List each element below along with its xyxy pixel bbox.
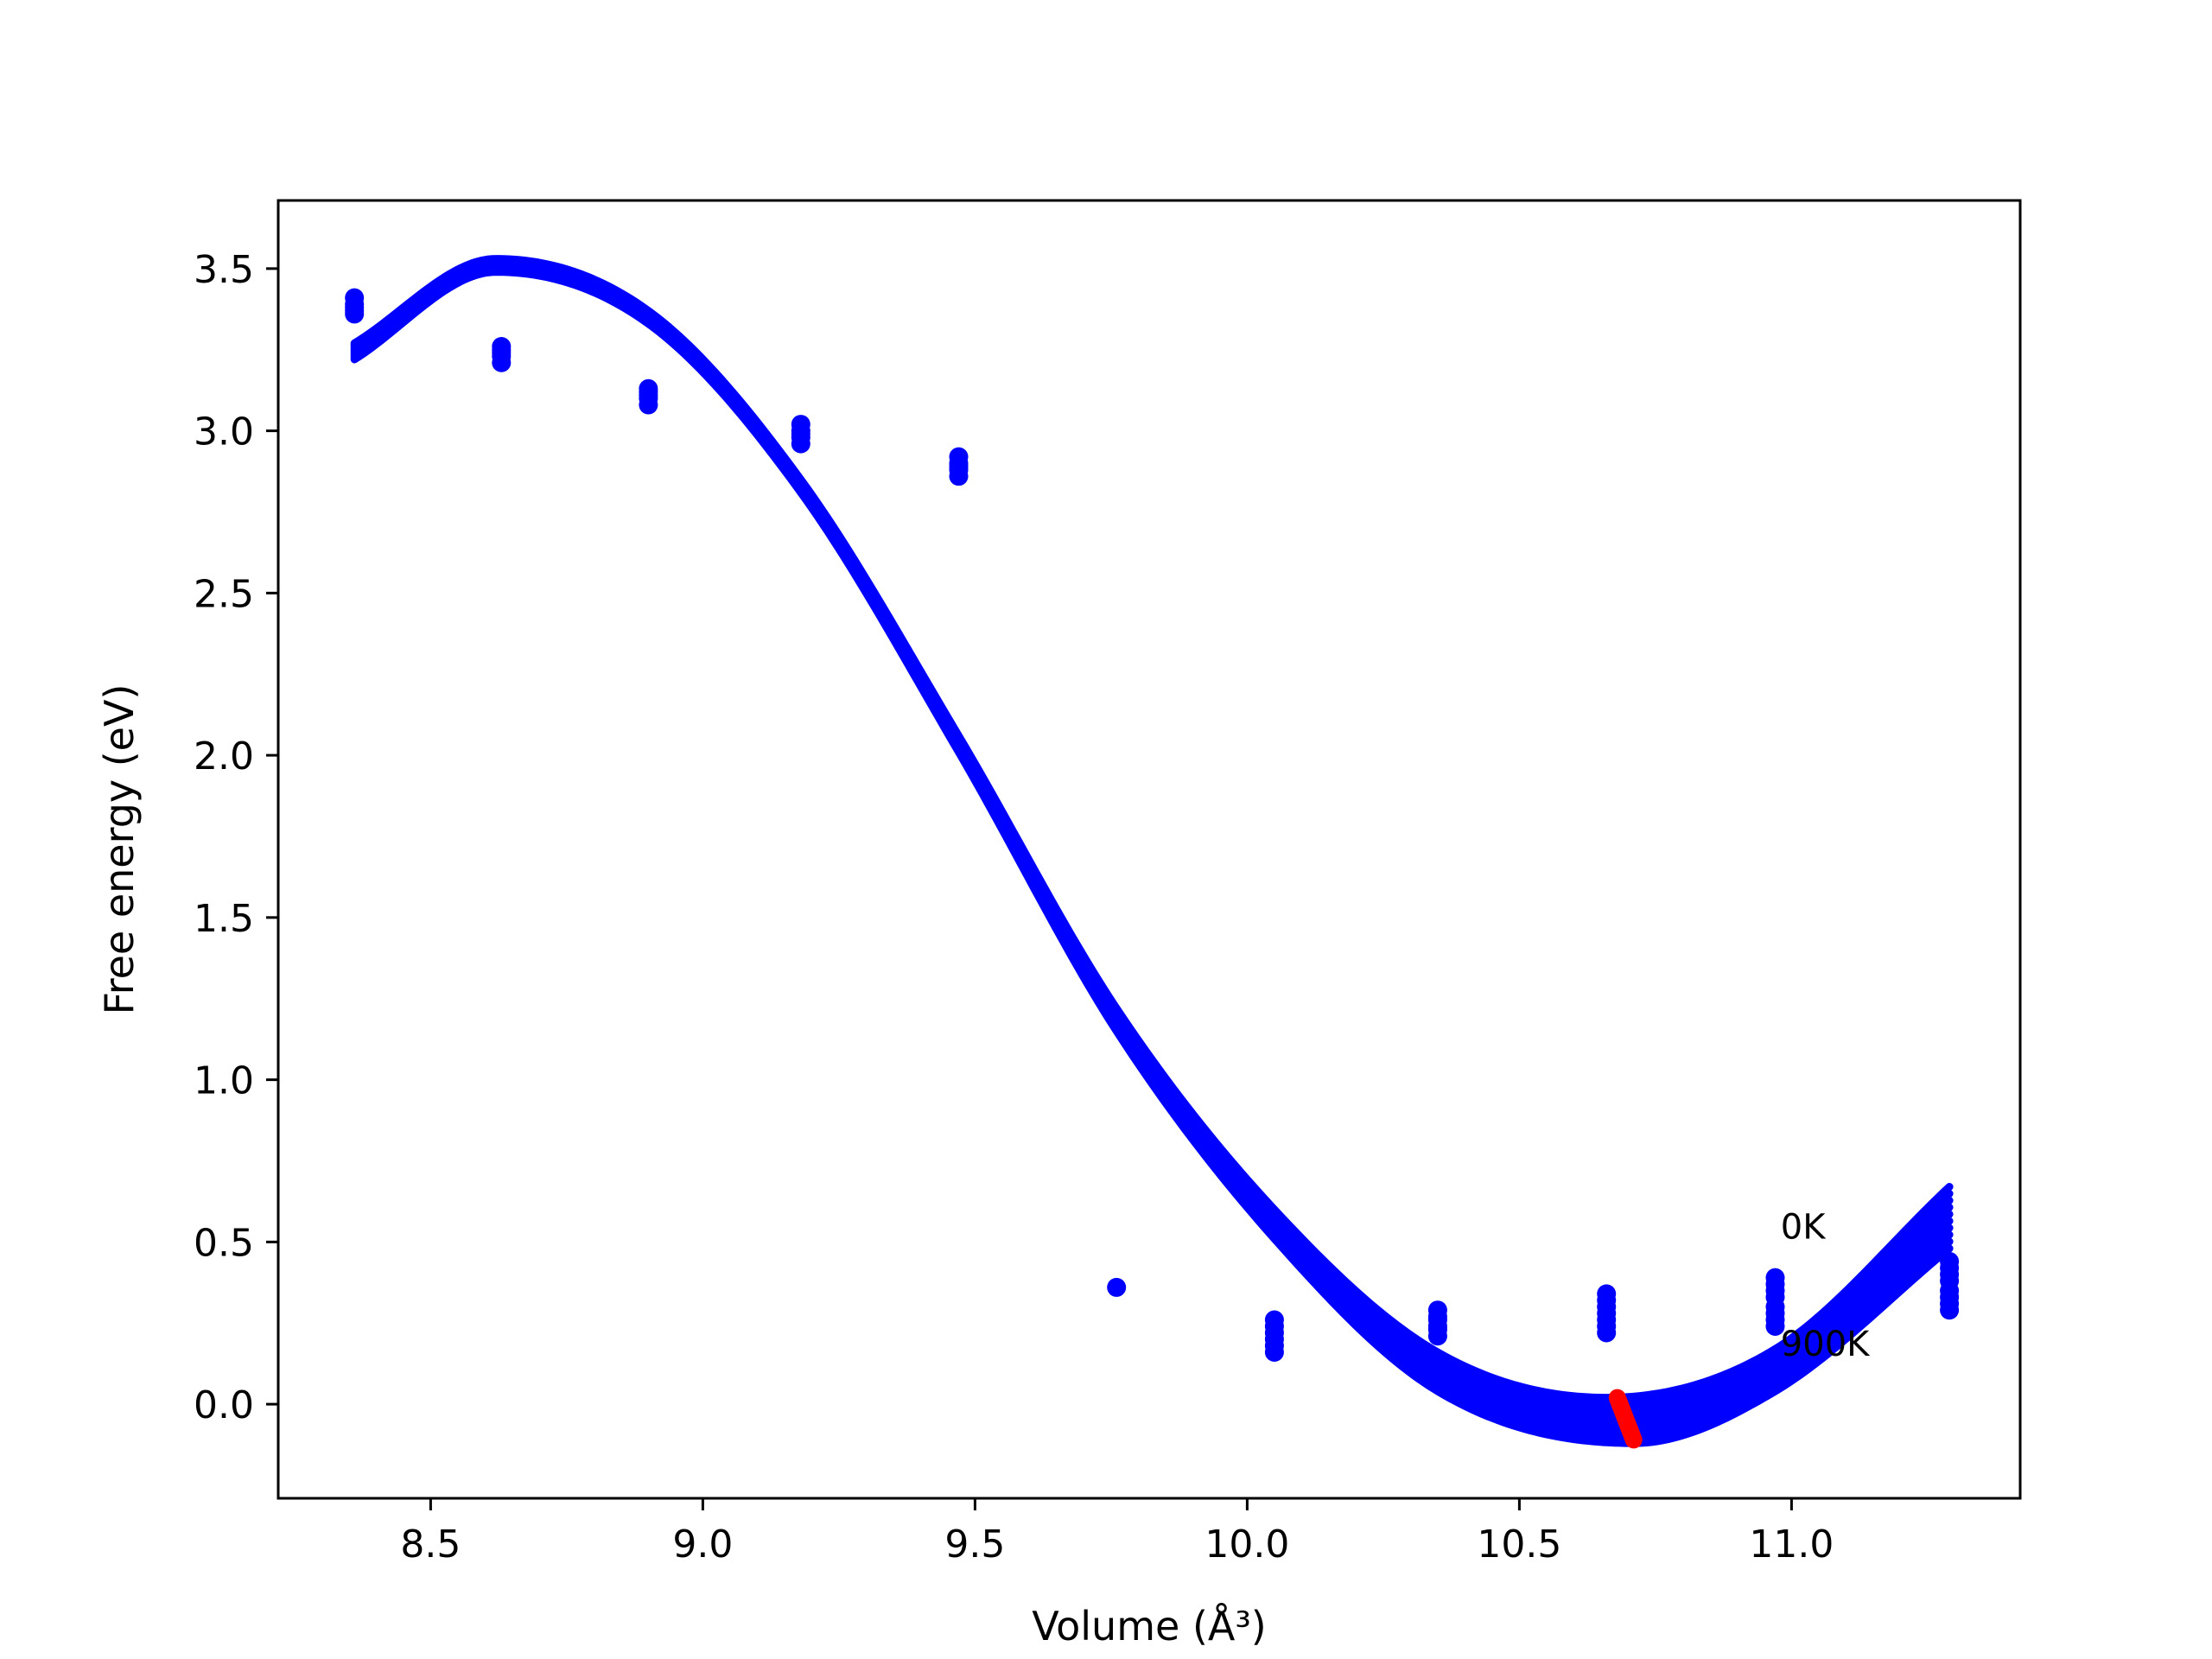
fit-curve-line	[350, 260, 1954, 1422]
y-tick-label: 3.5	[194, 248, 254, 292]
x-tick-label: 9.5	[944, 1522, 1005, 1567]
axis-ticks: 8.5 9.0 9.5 10.0 10.5 11.0 0.0 0.5 1.0 1.5 2.0 2.5 3…	[194, 248, 1834, 1567]
y-tick-label: 3.0	[194, 410, 254, 454]
curve-annotation-label: 0K	[1781, 1208, 1827, 1248]
y-tick-label: 1.5	[194, 897, 254, 941]
fit-curve-line	[350, 264, 1954, 1437]
x-axis-label: Volume (Å³)	[1032, 1603, 1267, 1649]
fit-curve-line	[350, 256, 1954, 1407]
fit-curve-line	[350, 259, 1954, 1417]
data-point	[492, 353, 512, 372]
y-tick-label: 0.5	[194, 1221, 254, 1265]
data-point	[639, 395, 658, 415]
data-point	[1597, 1323, 1617, 1343]
x-tick-label: 10.0	[1205, 1522, 1289, 1567]
y-tick-label: 2.0	[194, 734, 254, 779]
data-point	[1765, 1316, 1785, 1336]
x-tick-label: 9.0	[672, 1522, 733, 1567]
fit-curve-line	[350, 262, 1954, 1427]
plot-area: 0K 900K	[345, 255, 1960, 1449]
data-point	[1264, 1343, 1284, 1363]
data-point	[791, 434, 810, 454]
fit-curve-line	[350, 264, 1954, 1432]
fit-curve-line	[350, 255, 1954, 1402]
data-point	[1940, 1300, 1960, 1320]
fit-curve-line	[350, 257, 1954, 1412]
data-point	[949, 467, 969, 486]
curve-annotation-label: 900K	[1781, 1325, 1871, 1364]
data-point	[345, 304, 365, 324]
x-tick-label: 8.5	[400, 1522, 461, 1567]
y-tick-label: 0.0	[194, 1383, 254, 1427]
x-tick-label: 10.5	[1477, 1522, 1561, 1567]
data-point	[1107, 1277, 1127, 1297]
x-tick-label: 11.0	[1749, 1522, 1834, 1567]
y-tick-label: 1.0	[194, 1059, 254, 1103]
plot-frame	[276, 199, 2022, 1500]
minimum-marker-line	[1608, 1389, 1643, 1449]
y-tick-label: 2.5	[194, 572, 254, 616]
data-point	[1427, 1326, 1447, 1346]
y-axis-label: Free energy (eV)	[96, 684, 143, 1015]
fit-curve-line	[350, 266, 1954, 1442]
fit-curve-line	[350, 268, 1954, 1447]
